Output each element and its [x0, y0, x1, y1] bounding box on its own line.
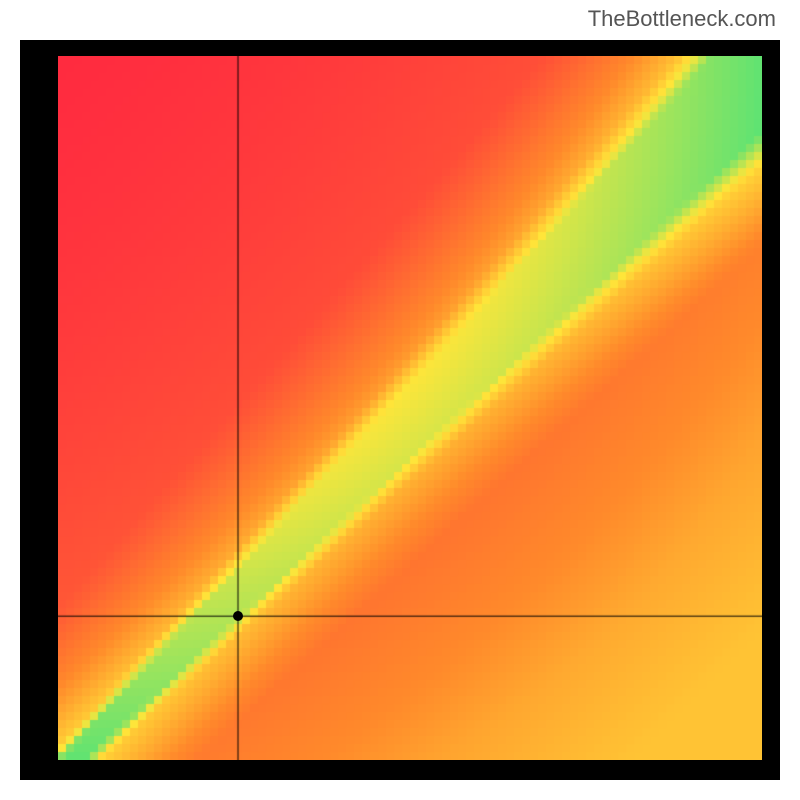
plot-frame	[20, 40, 780, 780]
crosshair-overlay	[58, 56, 762, 760]
stage: TheBottleneck.com	[0, 0, 800, 800]
crosshair-point	[233, 611, 243, 621]
attribution-text: TheBottleneck.com	[588, 6, 776, 32]
plot-area	[58, 56, 762, 760]
